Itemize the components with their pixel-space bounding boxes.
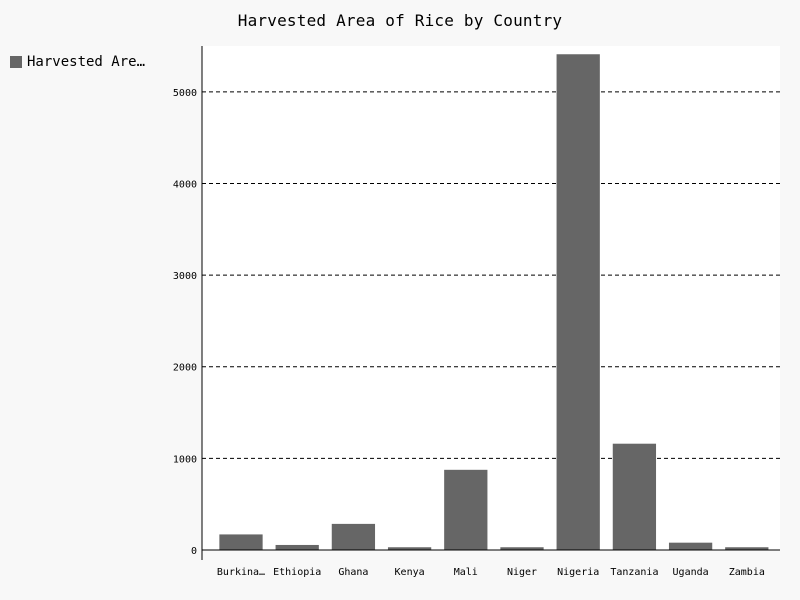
x-tick-label: Burkina… bbox=[217, 567, 265, 578]
legend-swatch bbox=[10, 56, 22, 68]
bar[interactable] bbox=[500, 547, 544, 550]
x-tick-labels: Burkina… Ethiopia Ghana Kenya Mali Niger Niger… bbox=[217, 567, 765, 578]
bar[interactable] bbox=[668, 542, 713, 550]
x-tick-label: Kenya bbox=[395, 567, 425, 578]
x-tick-label: Ghana bbox=[338, 567, 368, 578]
y-tick-label: 1000 bbox=[173, 454, 197, 465]
bar[interactable] bbox=[387, 547, 432, 550]
y-tick-label: 3000 bbox=[173, 271, 197, 282]
x-tick-label: Tanzania bbox=[610, 567, 658, 578]
bar[interactable] bbox=[612, 443, 657, 550]
bar[interactable] bbox=[275, 544, 319, 550]
bar[interactable] bbox=[725, 547, 769, 550]
x-tick-label: Mali bbox=[454, 567, 478, 578]
legend[interactable]: Harvested Area… bbox=[10, 54, 152, 70]
x-tick-label: Uganda bbox=[673, 567, 709, 578]
x-tick-label: Zambia bbox=[729, 567, 765, 578]
x-tick-label: Ethiopia bbox=[273, 567, 321, 578]
y-tick-labels: 0 1000 2000 3000 4000 5000 bbox=[173, 88, 197, 557]
x-tick-label: Niger bbox=[507, 567, 537, 578]
y-tick-label: 5000 bbox=[173, 88, 197, 99]
y-tick-label: 2000 bbox=[173, 363, 197, 374]
bar[interactable] bbox=[331, 523, 376, 550]
grid-lines bbox=[202, 91, 780, 459]
bar[interactable] bbox=[556, 54, 600, 550]
bar[interactable] bbox=[219, 534, 263, 550]
y-tick-label: 0 bbox=[191, 546, 197, 557]
plot-background bbox=[202, 46, 780, 550]
bar[interactable] bbox=[444, 469, 488, 550]
x-tick-label: Nigeria bbox=[557, 567, 599, 578]
chart-title: Harvested Area of Rice by Country bbox=[237, 11, 563, 30]
y-tick-label: 4000 bbox=[173, 179, 197, 190]
bars bbox=[219, 54, 769, 550]
